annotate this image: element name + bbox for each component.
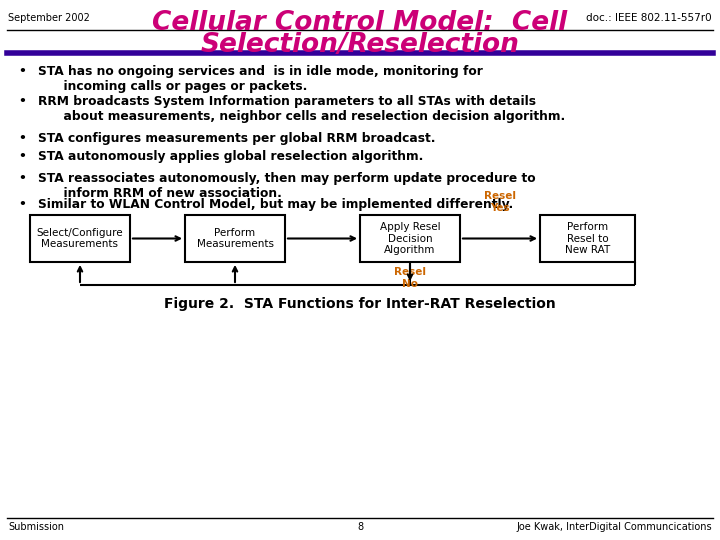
Text: •: • xyxy=(18,95,26,108)
Text: •: • xyxy=(18,132,26,145)
Text: •: • xyxy=(18,150,26,163)
Bar xyxy=(185,215,285,262)
Text: 8: 8 xyxy=(357,522,363,532)
Bar xyxy=(30,215,130,262)
Text: Joe Kwak, InterDigital Communcications: Joe Kwak, InterDigital Communcications xyxy=(516,522,712,532)
Text: doc.: IEEE 802.11-557r0: doc.: IEEE 802.11-557r0 xyxy=(586,13,712,23)
Text: RRM broadcasts System Information parameters to all STAs with details
      abou: RRM broadcasts System Information parame… xyxy=(38,95,565,123)
Text: Cellular Control Model:  Cell: Cellular Control Model: Cell xyxy=(153,10,567,36)
Text: Figure 2.  STA Functions for Inter-RAT Reselection: Figure 2. STA Functions for Inter-RAT Re… xyxy=(164,297,556,311)
Text: Perform
Measurements: Perform Measurements xyxy=(197,228,274,249)
Text: Select/Configure
Measurements: Select/Configure Measurements xyxy=(37,228,123,249)
Text: Selection/Reselection: Selection/Reselection xyxy=(201,32,519,58)
Text: •: • xyxy=(18,198,26,211)
Text: September 2002: September 2002 xyxy=(8,13,90,23)
Text: •: • xyxy=(18,65,26,78)
Text: STA reassociates autonomously, then may perform update procedure to
      inform: STA reassociates autonomously, then may … xyxy=(38,172,536,200)
Text: •: • xyxy=(18,172,26,185)
Bar xyxy=(360,215,460,262)
Text: STA configures measurements per global RRM broadcast.: STA configures measurements per global R… xyxy=(38,132,436,145)
Text: Resel
Yes: Resel Yes xyxy=(484,191,516,213)
Text: Resel
No: Resel No xyxy=(394,267,426,288)
Text: Apply Resel
Decision
Algorithm: Apply Resel Decision Algorithm xyxy=(379,222,441,255)
Text: STA autonomously applies global reselection algorithm.: STA autonomously applies global reselect… xyxy=(38,150,423,163)
Text: Submission: Submission xyxy=(8,522,64,532)
Text: Similar to WLAN Control Model, but may be implemented differently.: Similar to WLAN Control Model, but may b… xyxy=(38,198,513,211)
Text: STA has no ongoing services and  is in idle mode, monitoring for
      incoming : STA has no ongoing services and is in id… xyxy=(38,65,483,93)
Bar xyxy=(540,215,635,262)
Text: Perform
Resel to
New RAT: Perform Resel to New RAT xyxy=(565,222,610,255)
